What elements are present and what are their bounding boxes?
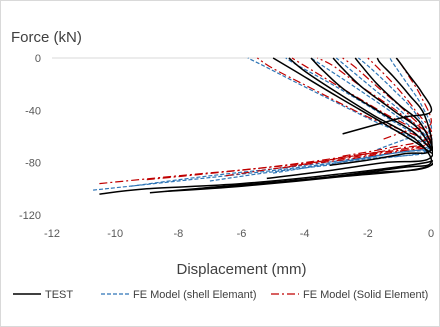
series-loop [197,57,433,190]
series-loop [99,57,433,195]
series-loop [273,57,432,174]
y-tick-label: -40 [25,105,41,117]
x-tick-label: -10 [107,228,123,240]
y-axis-title: Force (kN) [11,29,82,46]
x-axis-title: Displacement (mm) [176,261,306,278]
legend-label: FE Model (Solid Element) [303,289,428,301]
x-tick-label: 0 [428,228,434,240]
series-loop [266,57,433,180]
x-tick-label: -2 [363,228,373,240]
series-loop [282,57,432,169]
series-loop [99,57,432,185]
legend-label: FE Model (shell Elemant) [133,289,257,301]
series-loop [377,57,433,151]
x-tick-label: -6 [237,228,247,240]
legend-label: TEST [45,289,73,301]
series-solid-group [99,57,433,195]
y-tick-label: -120 [19,210,41,222]
series-loop [342,57,433,157]
y-tick-label: 0 [35,53,41,65]
series-loop [336,57,433,164]
x-tick-label: -12 [44,228,60,240]
series-loop [329,57,433,167]
series-loop [146,57,432,181]
series-loop [209,57,433,182]
x-tick-label: -4 [300,228,310,240]
y-tick-label: -80 [25,158,41,170]
series-loop [342,57,433,135]
series-loop [165,57,433,193]
x-tick-label: -8 [173,228,183,240]
